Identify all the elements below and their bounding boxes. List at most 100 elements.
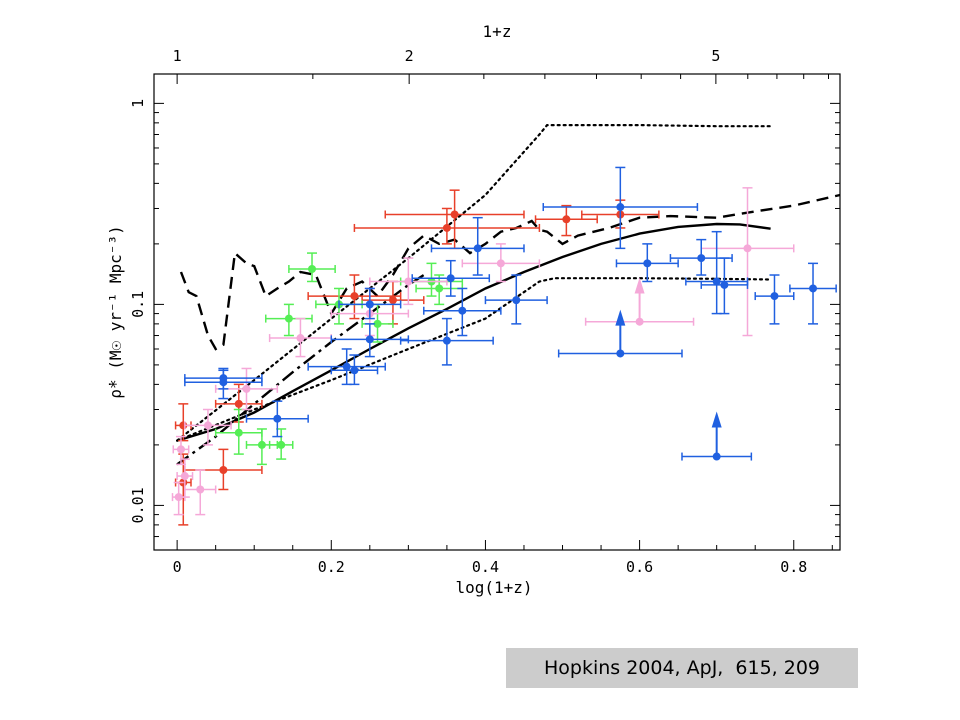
data-point: [754, 274, 795, 325]
data-marker: [273, 414, 282, 423]
data-marker: [446, 274, 455, 283]
limit-arrow-head: [634, 277, 645, 294]
data-point: [700, 257, 749, 315]
data-marker: [496, 259, 505, 268]
data-marker: [809, 284, 818, 293]
data-marker: [450, 210, 459, 219]
data-point: [307, 348, 386, 386]
data-marker: [365, 335, 374, 344]
data-point: [171, 481, 186, 516]
x-tick-label: 0.8: [780, 558, 807, 576]
data-marker: [180, 472, 189, 481]
data-marker: [616, 349, 625, 358]
data-marker: [373, 319, 382, 328]
limit-arrow-head: [615, 309, 626, 326]
plot-frame: [153, 73, 841, 551]
data-marker: [176, 445, 185, 454]
top-tick-label: 1: [173, 47, 182, 65]
data-marker: [770, 292, 779, 301]
data-point: [669, 238, 733, 276]
data-marker: [562, 215, 571, 224]
data-point: [584, 277, 695, 326]
data-marker: [643, 259, 652, 268]
data-marker: [712, 277, 721, 286]
dashdot-curve: [176, 273, 425, 466]
x-tick-label: 0.2: [318, 558, 345, 576]
data-point: [268, 428, 294, 460]
axis-ticks: [154, 74, 840, 551]
data-marker: [512, 296, 521, 305]
data-marker: [234, 399, 243, 408]
data-marker: [242, 384, 251, 393]
data-marker: [219, 374, 228, 383]
top-tick-label: 5: [711, 47, 720, 65]
data-marker: [388, 296, 397, 305]
data-point: [184, 367, 263, 390]
data-point: [461, 243, 541, 283]
data-point: [245, 400, 309, 438]
top-axis-title: 1+z: [483, 22, 512, 41]
y-axis-title: ρ̇* (M☉ yr⁻¹ Mpc⁻³): [106, 225, 125, 398]
data-marker: [257, 440, 266, 449]
x-tick-label: 0.6: [626, 558, 653, 576]
data-point: [338, 287, 402, 320]
data-marker: [296, 334, 305, 343]
data-marker: [720, 280, 729, 289]
data-point: [330, 354, 379, 386]
data-marker: [234, 428, 243, 437]
data-marker: [308, 264, 317, 273]
data-point: [681, 411, 753, 461]
data-marker: [743, 244, 752, 253]
data-marker: [616, 203, 625, 212]
data-marker: [635, 317, 644, 326]
data-marker: [697, 254, 706, 263]
data-point: [411, 259, 491, 297]
data-point: [423, 287, 502, 337]
model-curves: [176, 124, 841, 466]
data-point: [430, 216, 525, 276]
data-marker: [404, 277, 413, 286]
data-point: [415, 274, 464, 306]
limit-arrow-head: [711, 411, 722, 428]
data-point: [184, 469, 217, 516]
data-marker: [342, 362, 351, 371]
x-tick-label: 0.4: [472, 558, 499, 576]
tick-labels: 0 0.2 0.4 0.6 0.8 1 2 5 0.01 0.1 1: [129, 47, 807, 576]
x-axis-title: log(1+z): [455, 578, 532, 597]
data-point: [384, 189, 525, 250]
data-point: [369, 257, 448, 306]
data-marker: [284, 314, 293, 323]
dotted-curve: [176, 277, 772, 442]
data-marker: [196, 485, 205, 494]
x-tick-label: 0: [173, 558, 182, 576]
data-point: [484, 274, 548, 325]
data-point: [615, 243, 679, 283]
data-marker: [277, 440, 286, 449]
data-marker: [350, 292, 359, 301]
data-point: [685, 230, 749, 315]
data-point: [534, 204, 598, 237]
data-marker: [473, 244, 482, 253]
data-marker: [203, 421, 212, 430]
data-marker: [712, 452, 721, 461]
data-point: [288, 252, 336, 283]
dashed-curve: [179, 193, 841, 351]
y-tick-label: 0.1: [129, 291, 147, 318]
data-marker: [350, 366, 359, 375]
data-marker: [365, 300, 374, 309]
data-marker: [435, 284, 444, 293]
solid-curve: [176, 222, 771, 442]
dotted-curve: [176, 124, 772, 442]
data-point: [307, 274, 402, 320]
top-tick-label: 2: [405, 47, 414, 65]
data-point: [330, 323, 410, 358]
data-point: [542, 166, 699, 250]
data-marker: [442, 223, 451, 232]
citation-label: Hopkins 2004, ApJ, 615, 209: [506, 648, 858, 688]
data-point: [557, 309, 683, 358]
data-point: [184, 408, 232, 446]
data-points: [171, 166, 837, 526]
data-marker: [219, 466, 228, 475]
data-point: [399, 317, 494, 366]
